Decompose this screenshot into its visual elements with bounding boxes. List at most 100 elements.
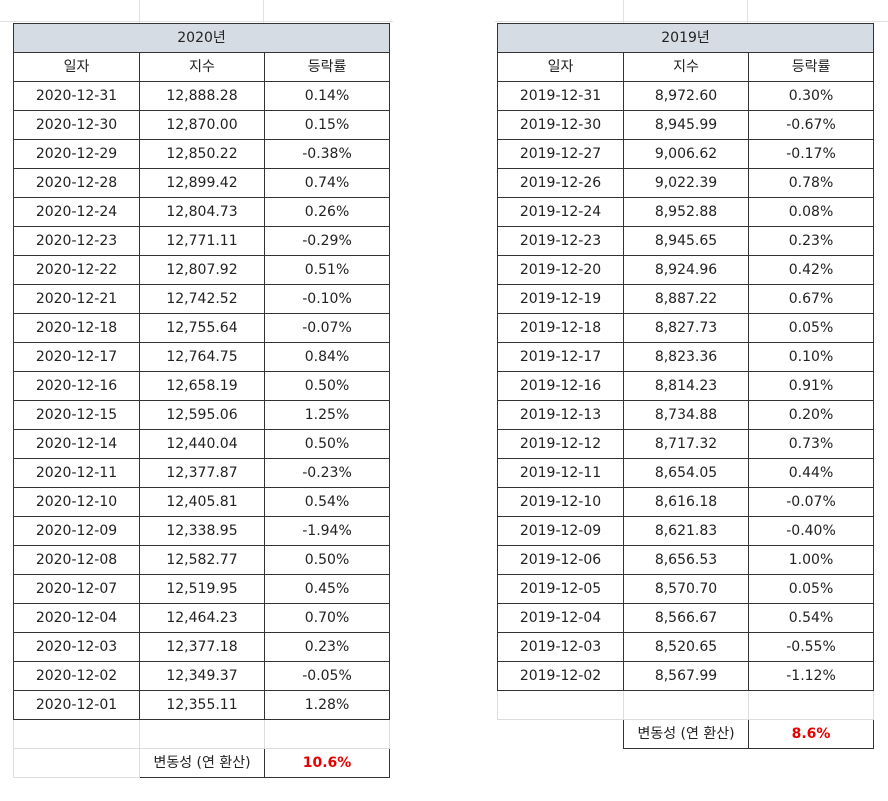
cell-index[interactable]: 12,850.22 xyxy=(139,139,265,169)
cell-change[interactable]: -0.07% xyxy=(747,487,875,517)
cell-change[interactable]: 0.05% xyxy=(747,313,875,343)
cell-date[interactable]: 2019-12-30 xyxy=(497,110,624,140)
cell-change[interactable]: 0.20% xyxy=(747,400,875,430)
table-title[interactable]: 2020년 xyxy=(12,23,391,53)
cell-index[interactable]: 8,621.83 xyxy=(623,516,749,546)
cell-change[interactable]: 0.84% xyxy=(263,342,391,372)
cell-index[interactable]: 8,734.88 xyxy=(623,400,749,430)
cell-index[interactable]: 12,405.81 xyxy=(139,487,265,517)
cell-date[interactable]: 2020-12-04 xyxy=(13,603,140,633)
cell-change[interactable]: -1.12% xyxy=(747,661,875,691)
cell-index[interactable]: 8,570.70 xyxy=(623,574,749,604)
cell-change[interactable]: 0.08% xyxy=(747,197,875,227)
empty-cell[interactable] xyxy=(623,690,749,720)
cell-date[interactable]: 2019-12-26 xyxy=(497,168,624,198)
cell-date[interactable]: 2019-12-31 xyxy=(497,81,624,111)
cell-date[interactable]: 2019-12-09 xyxy=(497,516,624,546)
column-header-change[interactable]: 등락률 xyxy=(263,52,391,82)
cell-date[interactable]: 2020-12-23 xyxy=(13,226,140,256)
cell-index[interactable]: 8,717.32 xyxy=(623,429,749,459)
volatility-label[interactable]: 변동성 (연 환산) xyxy=(623,719,749,749)
empty-cell[interactable] xyxy=(13,748,140,778)
cell-change[interactable]: 0.05% xyxy=(747,574,875,604)
cell-date[interactable]: 2020-12-09 xyxy=(13,516,140,546)
cell-index[interactable]: 8,616.18 xyxy=(623,487,749,517)
cell-index[interactable]: 12,355.11 xyxy=(139,690,265,720)
cell-date[interactable]: 2019-12-10 xyxy=(497,487,624,517)
cell-index[interactable]: 8,823.36 xyxy=(623,342,749,372)
cell-date[interactable]: 2020-12-18 xyxy=(13,313,140,343)
cell-date[interactable]: 2020-12-24 xyxy=(13,197,140,227)
cell-index[interactable]: 12,755.64 xyxy=(139,313,265,343)
cell-change[interactable]: -0.23% xyxy=(263,458,391,488)
cell-index[interactable]: 12,771.11 xyxy=(139,226,265,256)
cell-index[interactable]: 12,870.00 xyxy=(139,110,265,140)
empty-cell[interactable] xyxy=(139,719,265,749)
table-title[interactable]: 2019년 xyxy=(496,23,875,53)
cell-change[interactable]: -0.10% xyxy=(263,284,391,314)
cell-index[interactable]: 12,582.77 xyxy=(139,545,265,575)
cell-change[interactable]: 1.28% xyxy=(263,690,391,720)
cell-index[interactable]: 12,899.42 xyxy=(139,168,265,198)
cell-change[interactable]: -0.38% xyxy=(263,139,391,169)
cell-index[interactable]: 8,654.05 xyxy=(623,458,749,488)
cell-index[interactable]: 12,888.28 xyxy=(139,81,265,111)
column-header-change[interactable]: 등락률 xyxy=(747,52,875,82)
cell-date[interactable]: 2019-12-17 xyxy=(497,342,624,372)
cell-index[interactable]: 12,519.95 xyxy=(139,574,265,604)
cell-date[interactable]: 2020-12-03 xyxy=(13,632,140,662)
cell-change[interactable]: 0.15% xyxy=(263,110,391,140)
cell-date[interactable]: 2020-12-07 xyxy=(13,574,140,604)
cell-index[interactable]: 8,952.88 xyxy=(623,197,749,227)
cell-date[interactable]: 2020-12-01 xyxy=(13,690,140,720)
cell-date[interactable]: 2019-12-05 xyxy=(497,574,624,604)
cell-date[interactable]: 2020-12-08 xyxy=(13,545,140,575)
cell-index[interactable]: 8,945.65 xyxy=(623,226,749,256)
cell-date[interactable]: 2019-12-18 xyxy=(497,313,624,343)
cell-change[interactable]: 1.00% xyxy=(747,545,875,575)
cell-change[interactable]: 0.42% xyxy=(747,255,875,285)
cell-change[interactable]: 0.70% xyxy=(263,603,391,633)
cell-date[interactable]: 2019-12-27 xyxy=(497,139,624,169)
cell-date[interactable]: 2019-12-24 xyxy=(497,197,624,227)
cell-change[interactable]: 0.54% xyxy=(263,487,391,517)
cell-date[interactable]: 2020-12-28 xyxy=(13,168,140,198)
cell-index[interactable]: 12,377.18 xyxy=(139,632,265,662)
cell-change[interactable]: 0.23% xyxy=(263,632,391,662)
cell-index[interactable]: 12,338.95 xyxy=(139,516,265,546)
cell-date[interactable]: 2020-12-30 xyxy=(13,110,140,140)
cell-date[interactable]: 2019-12-23 xyxy=(497,226,624,256)
cell-change[interactable]: 0.78% xyxy=(747,168,875,198)
empty-cell[interactable] xyxy=(498,720,624,749)
cell-change[interactable]: -0.55% xyxy=(747,632,875,662)
cell-change[interactable]: 0.30% xyxy=(747,81,875,111)
cell-index[interactable]: 8,567.99 xyxy=(623,661,749,691)
volatility-value[interactable]: 8.6% xyxy=(747,719,875,749)
empty-cell[interactable] xyxy=(747,690,875,720)
cell-change[interactable]: 0.23% xyxy=(747,226,875,256)
cell-change[interactable]: 0.10% xyxy=(747,342,875,372)
cell-index[interactable]: 12,349.37 xyxy=(139,661,265,691)
cell-change[interactable]: 0.44% xyxy=(747,458,875,488)
cell-date[interactable]: 2020-12-11 xyxy=(13,458,140,488)
cell-date[interactable]: 2019-12-19 xyxy=(497,284,624,314)
volatility-value[interactable]: 10.6% xyxy=(263,748,391,778)
cell-change[interactable]: 0.50% xyxy=(263,371,391,401)
cell-change[interactable]: 0.14% xyxy=(263,81,391,111)
cell-change[interactable]: -0.17% xyxy=(747,139,875,169)
empty-cell[interactable] xyxy=(263,719,391,749)
cell-change[interactable]: -0.29% xyxy=(263,226,391,256)
cell-index[interactable]: 8,827.73 xyxy=(623,313,749,343)
cell-date[interactable]: 2019-12-11 xyxy=(497,458,624,488)
cell-change[interactable]: 0.67% xyxy=(747,284,875,314)
cell-change[interactable]: 0.51% xyxy=(263,255,391,285)
cell-date[interactable]: 2019-12-16 xyxy=(497,371,624,401)
cell-change[interactable]: 1.25% xyxy=(263,400,391,430)
cell-date[interactable]: 2019-12-13 xyxy=(497,400,624,430)
column-header-date[interactable]: 일자 xyxy=(497,52,624,82)
cell-change[interactable]: -0.40% xyxy=(747,516,875,546)
cell-change[interactable]: 0.50% xyxy=(263,429,391,459)
cell-index[interactable]: 12,440.04 xyxy=(139,429,265,459)
cell-change[interactable]: 0.74% xyxy=(263,168,391,198)
cell-change[interactable]: 0.73% xyxy=(747,429,875,459)
